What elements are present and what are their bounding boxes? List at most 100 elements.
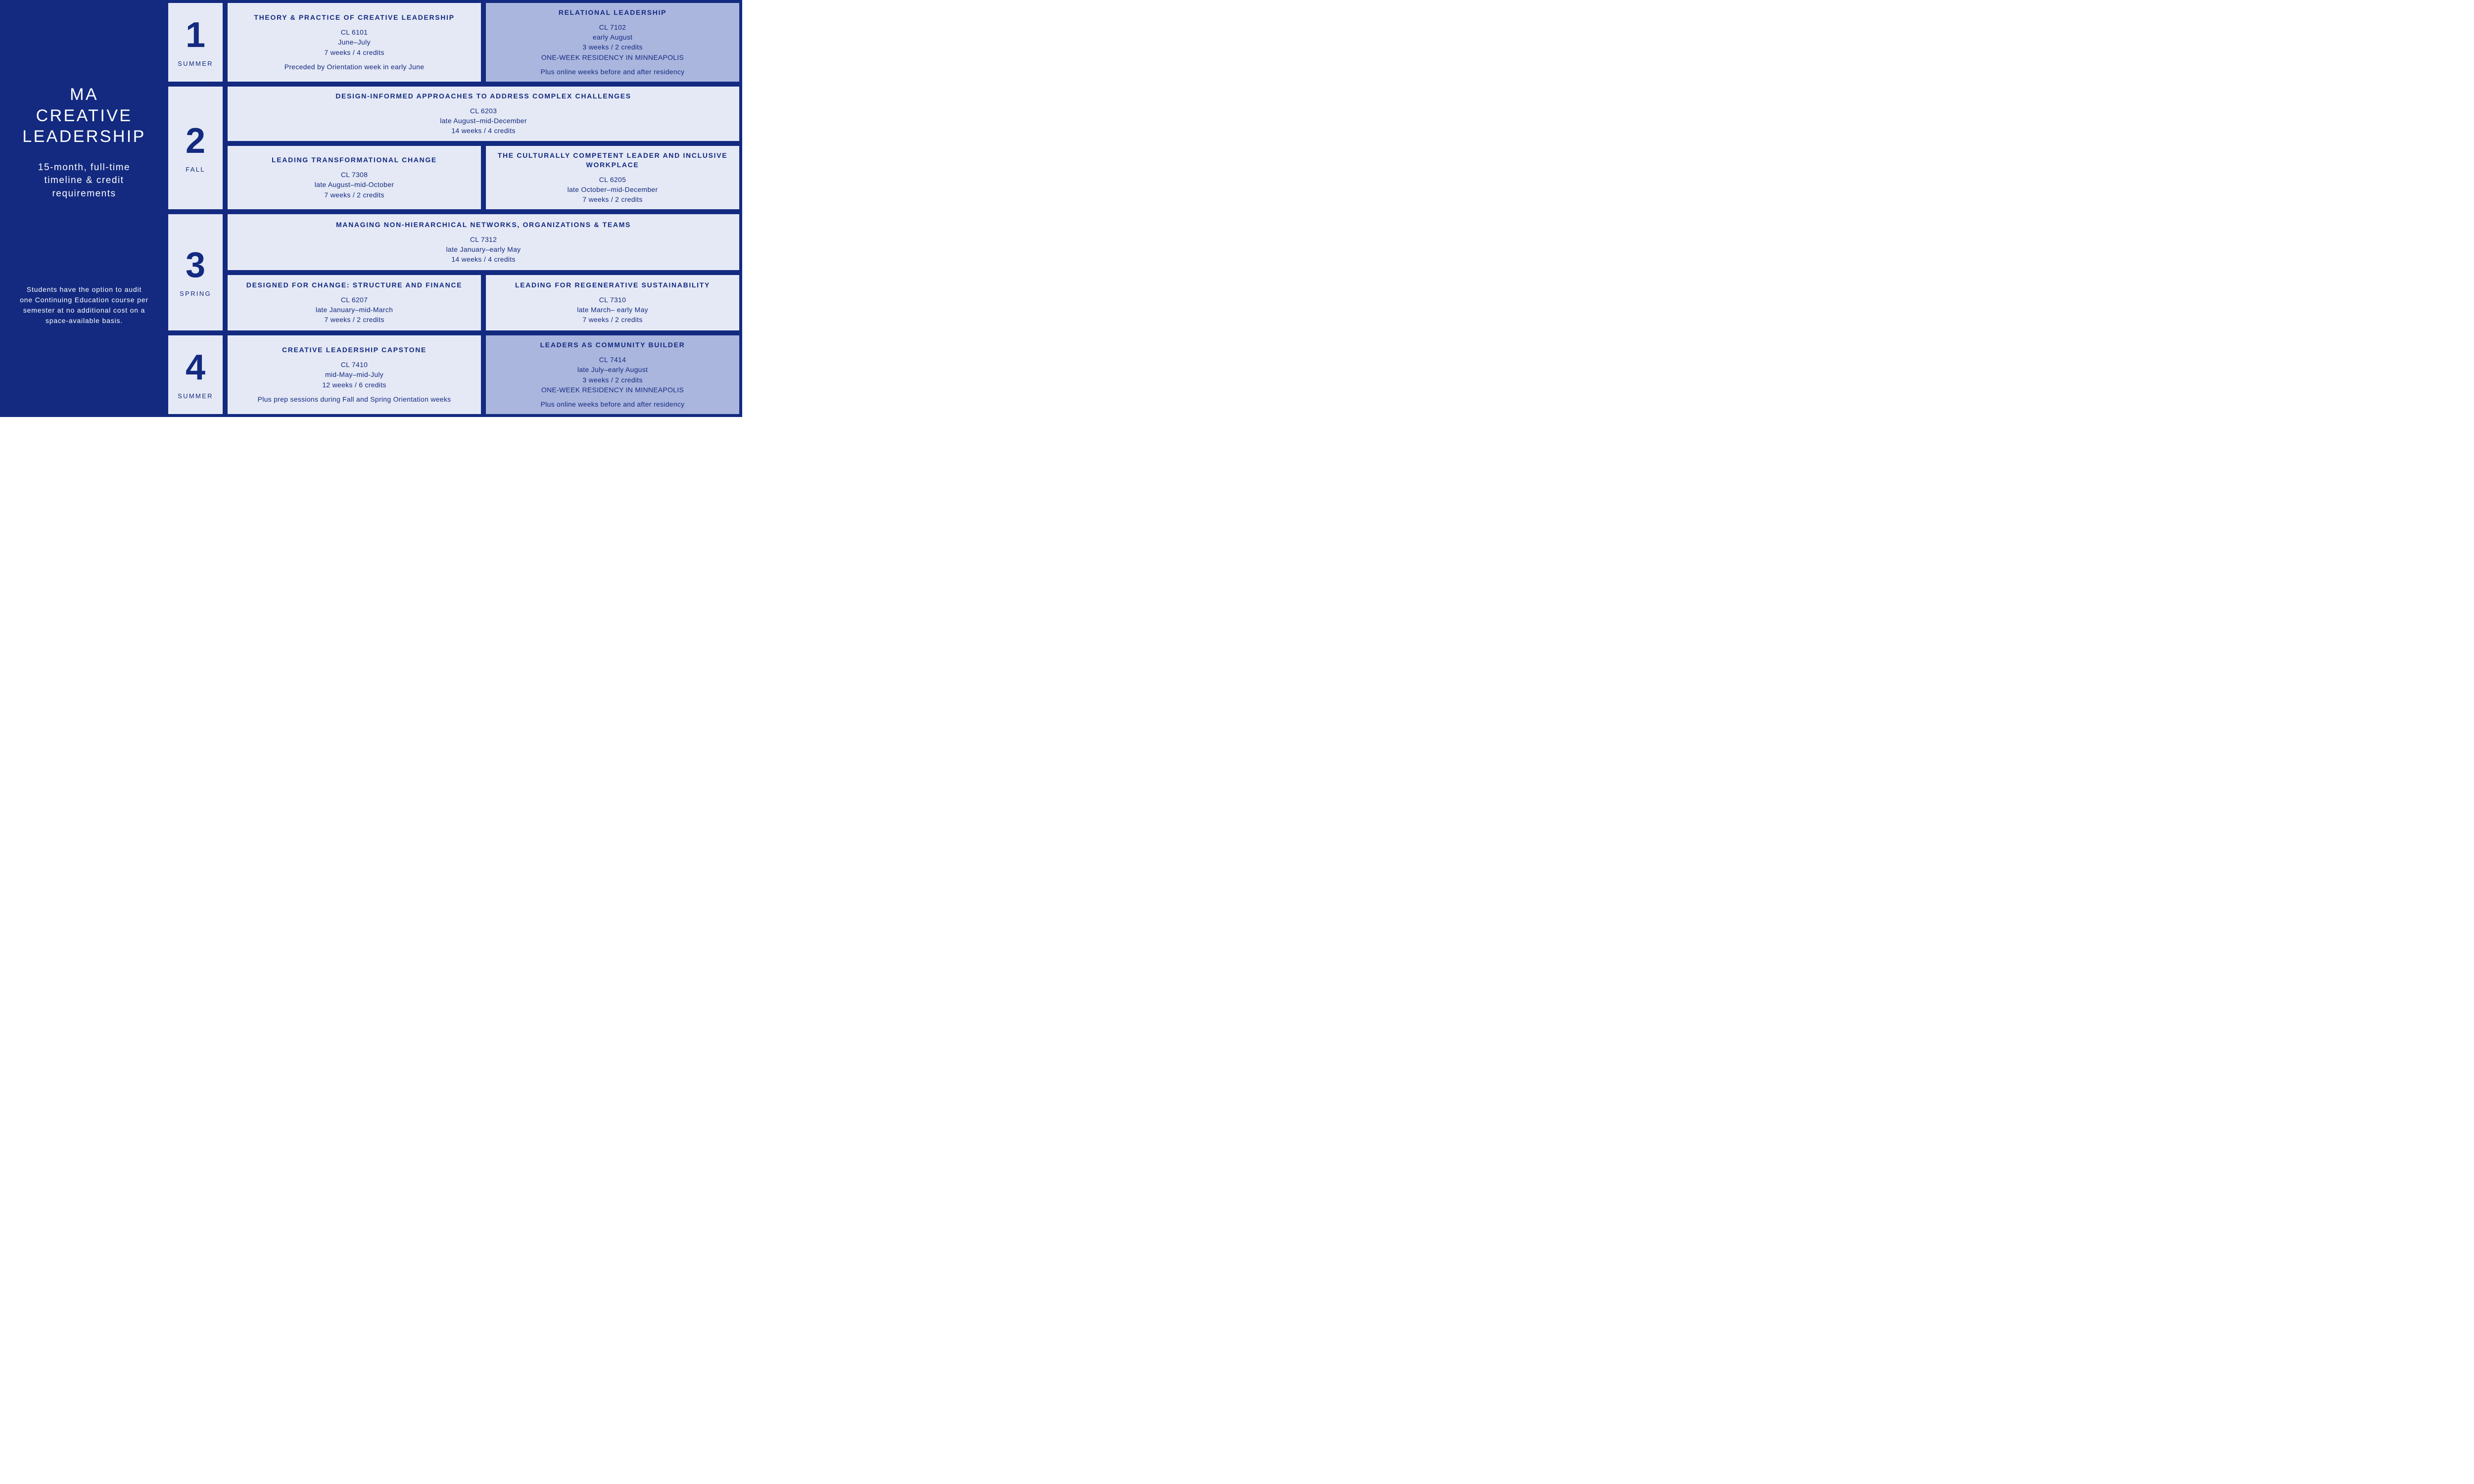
course-code: CL 7102 — [541, 22, 684, 32]
course-cell: RELATIONAL LEADERSHIP CL 7102early August… — [486, 3, 739, 82]
course-title: MANAGING NON-HIERARCHICAL NETWORKS, ORGA… — [336, 220, 631, 230]
term-row: 3 SPRING MANAGING NON-HIERARCHICAL NETWORK… — [168, 214, 739, 330]
course-meta: CL 6207late January–mid-March7 weeks / 2… — [316, 295, 393, 325]
term-number: 2 — [186, 123, 205, 159]
course-duration: 7 weeks / 4 credits — [324, 47, 384, 57]
course-meta: CL 6205late October–mid-December7 weeks … — [568, 175, 658, 205]
term-number: 1 — [186, 17, 205, 53]
sidebar: MA CREATIVE LEADERSHIP 15-month, full-ti… — [0, 0, 168, 417]
course-duration: 7 weeks / 2 credits — [315, 190, 394, 200]
term-season: SUMMER — [178, 60, 213, 67]
course-code: CL 6205 — [568, 175, 658, 185]
course-cell: LEADERS AS COMMUNITY BUILDER CL 7414late … — [486, 335, 739, 414]
spacer — [15, 20, 153, 84]
term-row: 2 FALL DESIGN-INFORMED APPROACHES TO ADDRE… — [168, 87, 739, 209]
term-courses: CREATIVE LEADERSHIP CAPSTONE CL 7410mid-M… — [228, 335, 739, 414]
course-row: MANAGING NON-HIERARCHICAL NETWORKS, ORGA… — [228, 214, 739, 270]
course-extra: Preceded by Orientation week in early Ju… — [285, 62, 425, 72]
curriculum-grid: 1 SUMMER THEORY & PRACTICE OF CREATIVE LEA… — [168, 0, 742, 417]
course-when: early August — [541, 32, 684, 42]
course-title: THE CULTURALLY COMPETENT LEADER AND INCL… — [493, 151, 732, 170]
course-meta: CL 7102early August3 weeks / 2 creditsON… — [541, 22, 684, 62]
course-meta: CL 7308late August–mid-October7 weeks / … — [315, 170, 394, 200]
course-code: CL 6207 — [316, 295, 393, 305]
course-cell: THE CULTURALLY COMPETENT LEADER AND INCL… — [486, 146, 739, 210]
course-code: CL 7310 — [577, 295, 648, 305]
term-label: 1 SUMMER — [168, 3, 223, 82]
course-title: CREATIVE LEADERSHIP CAPSTONE — [282, 345, 427, 355]
title-line: MA — [15, 84, 153, 105]
course-residency: ONE-WEEK RESIDENCY IN MINNEAPOLIS — [541, 385, 684, 395]
term-courses: MANAGING NON-HIERARCHICAL NETWORKS, ORGA… — [228, 214, 739, 330]
course-title: DESIGNED FOR CHANGE: STRUCTURE AND FINAN… — [246, 280, 462, 290]
course-title: LEADERS AS COMMUNITY BUILDER — [540, 340, 685, 350]
course-meta: CL 7410mid-May–mid-July12 weeks / 6 cred… — [322, 360, 386, 390]
course-code: CL 6203 — [440, 106, 527, 116]
course-title: LEADING FOR REGENERATIVE SUSTAINABILITY — [515, 280, 710, 290]
course-extra: Plus prep sessions during Fall and Sprin… — [258, 395, 451, 404]
program-subtitle: 15-month, full-time timeline & credit re… — [15, 161, 153, 201]
course-cell: THEORY & PRACTICE OF CREATIVE LEADERSHIP… — [228, 3, 481, 82]
course-extra: Plus online weeks before and after resid… — [541, 67, 685, 77]
course-when: late August–mid-December — [440, 116, 527, 126]
term-label: 4 SUMMER — [168, 335, 223, 414]
course-duration: 7 weeks / 2 credits — [577, 315, 648, 325]
course-title: RELATIONAL LEADERSHIP — [559, 8, 666, 17]
course-when: mid-May–mid-July — [322, 370, 386, 379]
course-duration: 14 weeks / 4 credits — [446, 254, 521, 264]
course-code: CL 7414 — [541, 355, 684, 365]
course-code: CL 7410 — [322, 360, 386, 370]
course-when: late March– early May — [577, 305, 648, 315]
course-duration: 7 weeks / 2 credits — [316, 315, 393, 325]
term-row: 1 SUMMER THEORY & PRACTICE OF CREATIVE LEA… — [168, 3, 739, 82]
subtitle-line: timeline & credit — [15, 174, 153, 187]
program-title: MA CREATIVE LEADERSHIP — [15, 84, 153, 147]
course-meta: CL 7414late July–early August3 weeks / 2… — [541, 355, 684, 395]
course-row: CREATIVE LEADERSHIP CAPSTONE CL 7410mid-M… — [228, 335, 739, 414]
term-season: SUMMER — [178, 392, 213, 400]
course-meta: CL 6203late August–mid-December14 weeks … — [440, 106, 527, 136]
course-when: June–July — [324, 37, 384, 47]
course-row: LEADING TRANSFORMATIONAL CHANGECL 7308la… — [228, 146, 739, 210]
course-meta: CL 7310late March– early May7 weeks / 2 … — [577, 295, 648, 325]
course-cell: DESIGNED FOR CHANGE: STRUCTURE AND FINAN… — [228, 275, 481, 330]
title-line: LEADERSHIP — [15, 126, 153, 147]
term-number: 3 — [186, 247, 205, 283]
title-line: CREATIVE — [15, 105, 153, 127]
course-residency: ONE-WEEK RESIDENCY IN MINNEAPOLIS — [541, 52, 684, 62]
term-label: 2 FALL — [168, 87, 223, 209]
course-title: DESIGN-INFORMED APPROACHES TO ADDRESS CO… — [335, 92, 631, 101]
term-season: FALL — [186, 166, 205, 173]
course-duration: 3 weeks / 2 credits — [541, 42, 684, 52]
course-code: CL 6101 — [324, 27, 384, 37]
course-row: THEORY & PRACTICE OF CREATIVE LEADERSHIP… — [228, 3, 739, 82]
course-cell: CREATIVE LEADERSHIP CAPSTONE CL 7410mid-M… — [228, 335, 481, 414]
sidebar-note: Students have the option to audit one Co… — [15, 284, 153, 326]
course-duration: 7 weeks / 2 credits — [568, 194, 658, 204]
course-code: CL 7308 — [315, 170, 394, 180]
course-row: DESIGN-INFORMED APPROACHES TO ADDRESS CO… — [228, 87, 739, 141]
course-cell: MANAGING NON-HIERARCHICAL NETWORKS, ORGA… — [228, 214, 739, 270]
course-duration: 12 weeks / 6 credits — [322, 380, 386, 390]
term-season: SPRING — [180, 290, 211, 297]
term-courses: THEORY & PRACTICE OF CREATIVE LEADERSHIP… — [228, 3, 739, 82]
subtitle-line: requirements — [15, 187, 153, 201]
subtitle-line: 15-month, full-time — [15, 161, 153, 175]
course-title: THEORY & PRACTICE OF CREATIVE LEADERSHIP — [254, 13, 454, 22]
course-row: DESIGNED FOR CHANGE: STRUCTURE AND FINAN… — [228, 275, 739, 330]
course-when: late July–early August — [541, 365, 684, 374]
course-when: late January–mid-March — [316, 305, 393, 315]
course-cell: LEADING TRANSFORMATIONAL CHANGE CL 7308la… — [228, 146, 481, 210]
course-when: late October–mid-December — [568, 185, 658, 194]
course-cell: DESIGN-INFORMED APPROACHES TO ADDRESS CO… — [228, 87, 739, 141]
course-when: late January–early May — [446, 244, 521, 254]
course-code: CL 7312 — [446, 234, 521, 244]
course-duration: 3 weeks / 2 credits — [541, 375, 684, 385]
course-cell: LEADING FOR REGENERATIVE SUSTAINABILITY C… — [486, 275, 739, 330]
course-extra: Plus online weeks before and after resid… — [541, 400, 685, 409]
term-number: 4 — [186, 350, 205, 385]
term-row: 4 SUMMER CREATIVE LEADERSHIP CAPSTONE CL 74… — [168, 335, 739, 414]
course-title: LEADING TRANSFORMATIONAL CHANGE — [272, 155, 437, 165]
course-meta: CL 6101June–July7 weeks / 4 credits — [324, 27, 384, 57]
term-label: 3 SPRING — [168, 214, 223, 330]
